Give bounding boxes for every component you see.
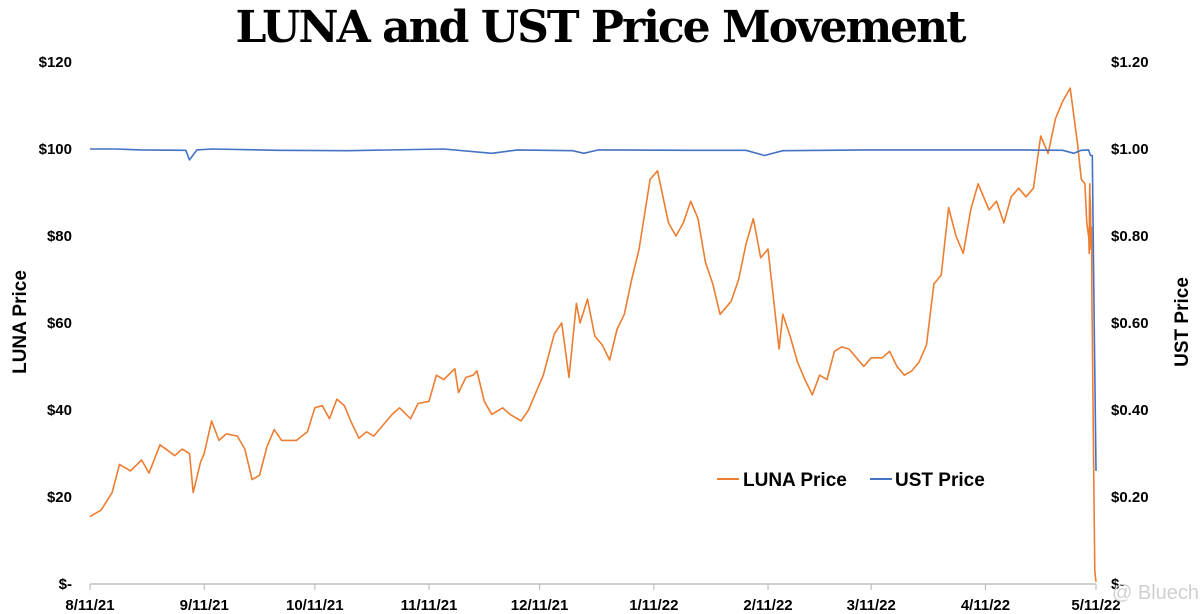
x-tick-label: 5/11/22 (1071, 597, 1120, 614)
y-right-tick-label: $1.00 (1111, 141, 1149, 158)
x-tick-label: 10/11/21 (286, 597, 344, 614)
y-right-tick-label: $1.20 (1111, 54, 1149, 71)
axes-layer: 8/11/21 9/11/21 10/11/21 11/11/21 12/11/21 1/… (39, 54, 1149, 614)
legend: LUNA Price UST Price (717, 470, 985, 491)
y-right-tick-label: $0.60 (1111, 315, 1149, 332)
x-tick-label: 12/11/21 (511, 597, 569, 614)
y-left-tick-label: $60 (47, 315, 72, 332)
series-layer (89, 87, 1097, 582)
x-tick-label: 11/11/21 (401, 597, 458, 614)
y-right-tick-label: $0.20 (1111, 489, 1149, 506)
y-axis-right-title: UST Price (1172, 277, 1193, 367)
x-tick-label: 2/11/22 (743, 597, 792, 614)
y-left-tick-label: $100 (39, 141, 72, 158)
x-tick-label: 9/11/21 (180, 597, 229, 614)
y-left-tick-label: $80 (47, 228, 72, 245)
y-left-tick-label: $40 (47, 402, 72, 419)
watermark: @ Bluechip (1112, 582, 1200, 604)
y-left-tick-label: $120 (39, 54, 72, 71)
legend-label-ust: UST Price (895, 470, 985, 491)
y-axis-left-title: LUNA Price (10, 270, 31, 374)
x-tick-label: 4/11/22 (961, 597, 1010, 614)
luna-price-line (89, 87, 1097, 582)
y-left-tick-label: $- (59, 576, 72, 593)
legend-label-luna: LUNA Price (743, 470, 847, 491)
y-right-tick-label: $- (1111, 576, 1124, 593)
y-right-tick-label: $0.40 (1111, 402, 1149, 419)
y-left-tick-label: $20 (47, 489, 72, 506)
x-tick-label: 1/11/22 (629, 597, 678, 614)
x-tick-label: 8/11/21 (65, 597, 114, 614)
x-tick-label: 3/11/22 (847, 597, 896, 614)
ust-price-line (90, 148, 1097, 471)
y-right-tick-label: $0.80 (1111, 228, 1149, 245)
chart-title: LUNA and UST Price Movement (235, 2, 967, 53)
